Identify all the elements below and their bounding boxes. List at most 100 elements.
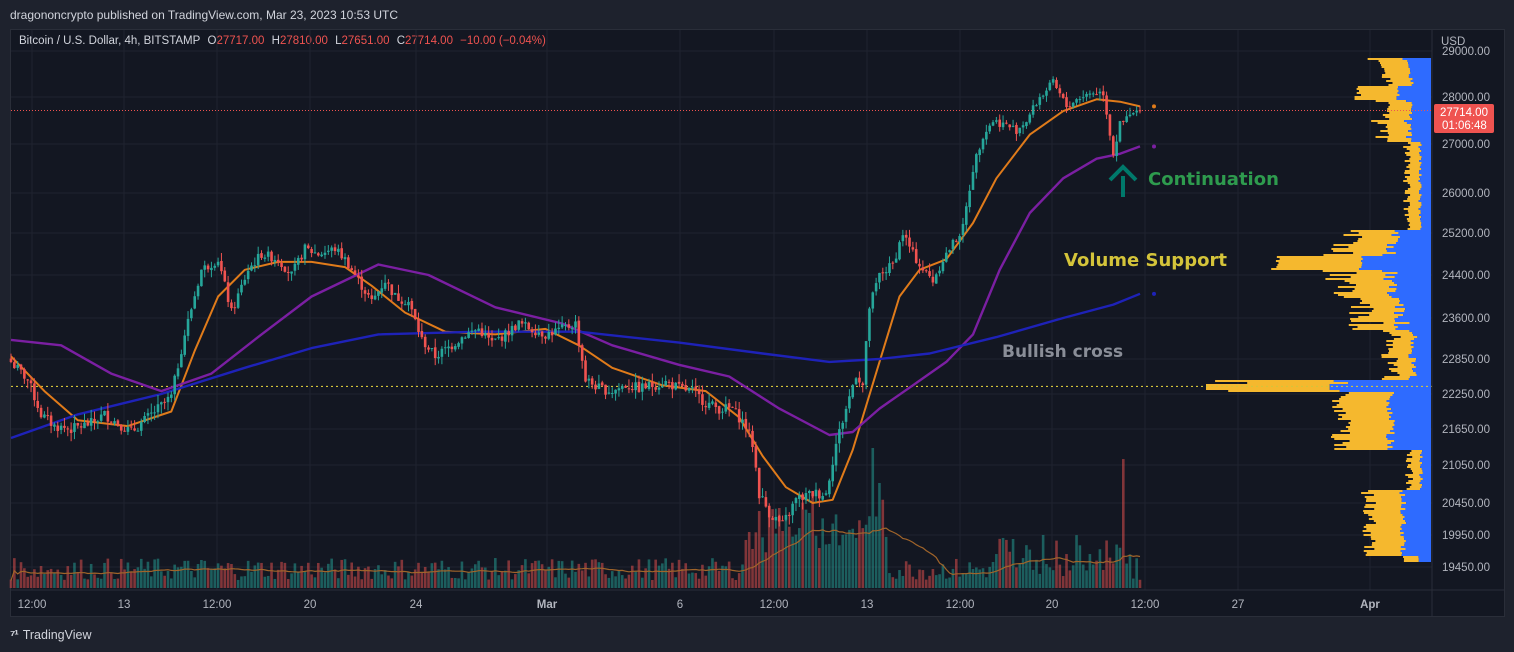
candle[interactable] (1022, 121, 1025, 134)
candle[interactable] (370, 289, 373, 304)
candle[interactable] (294, 257, 297, 275)
candle[interactable] (364, 287, 367, 302)
candle[interactable] (721, 408, 724, 419)
candle[interactable] (758, 468, 761, 504)
candle[interactable] (922, 260, 925, 273)
candle[interactable] (641, 377, 644, 401)
candle[interactable] (845, 406, 848, 429)
candle[interactable] (77, 423, 80, 429)
candle[interactable] (20, 364, 23, 374)
candle[interactable] (688, 388, 691, 394)
candle[interactable] (835, 435, 838, 472)
candle[interactable] (711, 399, 714, 405)
candle[interactable] (761, 488, 764, 498)
candle[interactable] (183, 330, 186, 357)
candle[interactable] (815, 483, 818, 503)
candle[interactable] (995, 117, 998, 124)
candle[interactable] (494, 338, 497, 340)
candle[interactable] (197, 284, 200, 300)
candle[interactable] (324, 246, 327, 259)
candle[interactable] (568, 319, 571, 330)
candle[interactable] (868, 307, 871, 347)
candle[interactable] (237, 288, 240, 309)
candle[interactable] (280, 259, 283, 271)
candle[interactable] (290, 271, 293, 280)
candle[interactable] (350, 265, 353, 270)
candle[interactable] (143, 412, 146, 423)
candle[interactable] (1015, 122, 1018, 140)
candle[interactable] (390, 284, 393, 301)
candle[interactable] (1038, 93, 1041, 109)
candle[interactable] (855, 377, 858, 385)
candle[interactable] (374, 290, 377, 300)
candle[interactable] (975, 153, 978, 179)
candle[interactable] (1045, 88, 1048, 102)
candle[interactable] (541, 331, 544, 344)
candle[interactable] (925, 269, 928, 273)
candle[interactable] (788, 512, 791, 524)
candle[interactable] (247, 265, 250, 284)
candle[interactable] (714, 399, 717, 413)
candle[interactable] (1095, 88, 1098, 95)
candle[interactable] (551, 328, 554, 342)
candle[interactable] (882, 268, 885, 281)
candle[interactable] (437, 351, 440, 364)
candle[interactable] (421, 323, 424, 339)
candle[interactable] (50, 412, 53, 433)
candle[interactable] (377, 291, 380, 300)
candle[interactable] (554, 322, 557, 335)
candle[interactable] (467, 328, 470, 339)
candle[interactable] (354, 266, 357, 275)
candle[interactable] (875, 278, 878, 296)
candle[interactable] (885, 267, 888, 280)
candle[interactable] (1035, 104, 1038, 107)
candle[interactable] (46, 407, 49, 420)
candle[interactable] (858, 371, 861, 387)
candle[interactable] (397, 285, 400, 301)
candle[interactable] (718, 406, 721, 420)
candle[interactable] (314, 244, 317, 253)
candle[interactable] (524, 318, 527, 330)
candle[interactable] (93, 411, 96, 429)
candle[interactable] (825, 490, 828, 496)
candle[interactable] (70, 422, 73, 441)
candle[interactable] (190, 308, 193, 321)
candle[interactable] (207, 264, 210, 273)
candle[interactable] (851, 384, 854, 399)
candle[interactable] (407, 297, 410, 311)
candle[interactable] (160, 402, 163, 414)
candle[interactable] (347, 255, 350, 269)
candle[interactable] (601, 381, 604, 387)
candle[interactable] (932, 269, 935, 286)
candle[interactable] (1125, 111, 1128, 123)
candle[interactable] (968, 185, 971, 213)
candle[interactable] (254, 258, 257, 273)
candle[interactable] (775, 509, 778, 529)
candle[interactable] (264, 255, 267, 262)
candle[interactable] (765, 491, 768, 508)
candle[interactable] (43, 411, 46, 418)
candle[interactable] (337, 245, 340, 256)
candle[interactable] (618, 383, 621, 397)
candle[interactable] (785, 507, 788, 521)
candle[interactable] (581, 344, 584, 369)
candle[interactable] (477, 324, 480, 331)
candle[interactable] (193, 291, 196, 309)
tradingview-brand[interactable]: ⁷¹ TradingView (10, 627, 92, 642)
candle[interactable] (97, 420, 100, 429)
candle[interactable] (965, 202, 968, 231)
candle[interactable] (177, 363, 180, 379)
candle[interactable] (945, 247, 948, 263)
candle[interactable] (284, 266, 287, 273)
candle[interactable] (978, 148, 981, 162)
candle[interactable] (451, 343, 454, 353)
candle[interactable] (434, 339, 437, 365)
candle[interactable] (384, 275, 387, 291)
candle[interactable] (170, 391, 173, 402)
candle[interactable] (735, 401, 738, 409)
candle[interactable] (317, 252, 320, 257)
candle[interactable] (741, 411, 744, 429)
candle[interactable] (1129, 108, 1132, 118)
candle[interactable] (878, 273, 881, 289)
candle[interactable] (731, 407, 734, 409)
